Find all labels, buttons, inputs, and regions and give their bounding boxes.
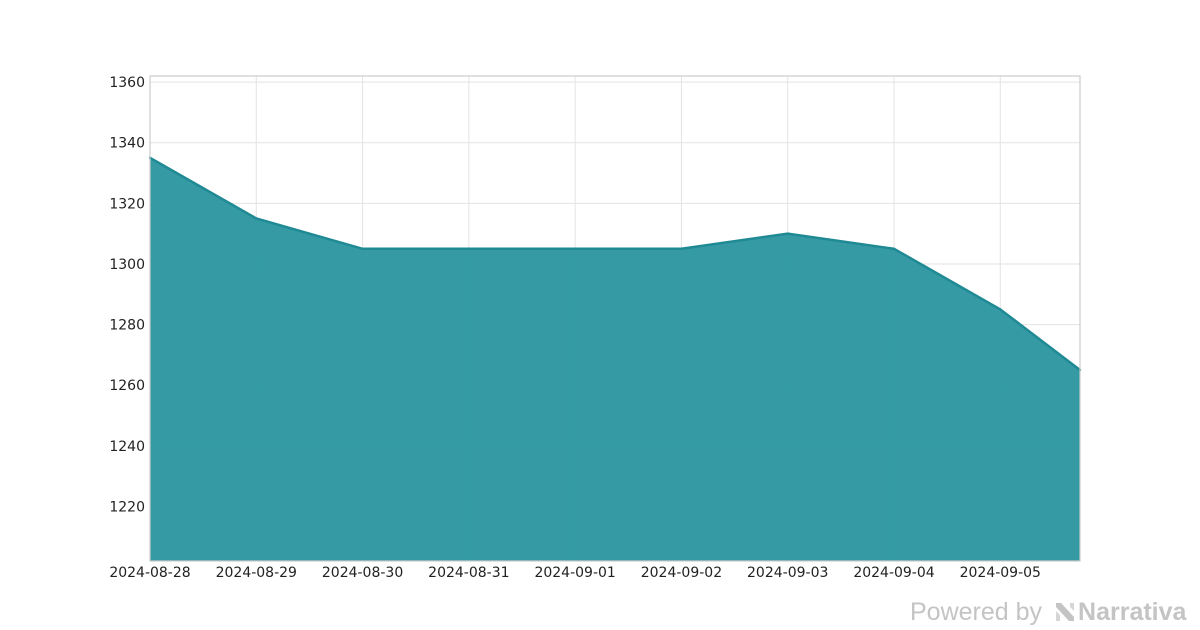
y-tick-label: 1300 [109,257,145,273]
x-tick-label: 2024-08-29 [216,565,297,581]
y-tick-label: 1260 [109,378,145,394]
data-point [573,247,577,250]
x-tick-label: 2024-09-03 [747,565,828,581]
x-axis-ticks: 2024-08-28 2024-08-29 2024-08-30 2024-08-31… [109,565,1041,581]
x-tick-label: 2024-08-31 [428,565,509,581]
y-tick-label: 1320 [109,196,145,212]
data-point [255,217,258,220]
narrativa-wordmark: Narrativa [1078,597,1187,626]
data-point [999,308,1002,311]
x-tick-label: 2024-08-30 [322,565,403,581]
data-point [786,232,789,235]
powered-by-branding: Powered by Narrativa [910,596,1186,628]
area-fill [150,157,1080,561]
series-area [148,156,1082,561]
y-tick-label: 1240 [109,439,145,455]
y-tick-label: 1220 [109,499,145,515]
data-point [680,247,683,250]
y-tick-label: 1360 [109,75,145,91]
plot-frame [149,75,1081,562]
x-tick-label: 2024-09-05 [960,565,1041,581]
data-point [361,247,364,250]
x-tick-label: 2024-09-02 [641,565,722,581]
x-tick-label: 2024-08-28 [109,565,190,581]
data-point [892,247,896,250]
x-tick-label: 2024-09-01 [534,565,615,581]
x-tick-label: 2024-09-04 [853,565,934,581]
y-tick-label: 1280 [109,318,145,334]
narrativa-logo-icon [1054,601,1076,623]
data-point [467,247,471,250]
series-line [149,156,1081,372]
powered-by-label: Powered by [910,597,1043,626]
y-axis-ticks: 1220 1240 1260 1280 1300 1320 1340 1360 [109,75,145,515]
y-tick-label: 1340 [109,136,145,152]
